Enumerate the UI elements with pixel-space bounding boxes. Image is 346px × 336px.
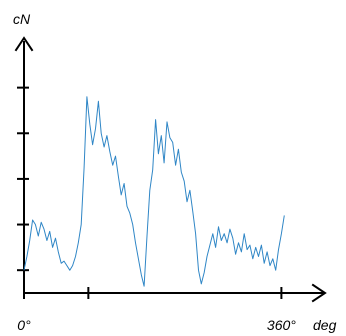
x-axis-arrow: [311, 283, 327, 303]
series-line: [23, 96, 285, 287]
y-axis-arrow: [14, 36, 34, 52]
x-axis-label: deg: [313, 317, 337, 333]
x-tick-label: 0°: [17, 317, 31, 333]
x-tick-label: 360°: [267, 317, 296, 333]
y-axis-label: cN: [13, 11, 31, 27]
